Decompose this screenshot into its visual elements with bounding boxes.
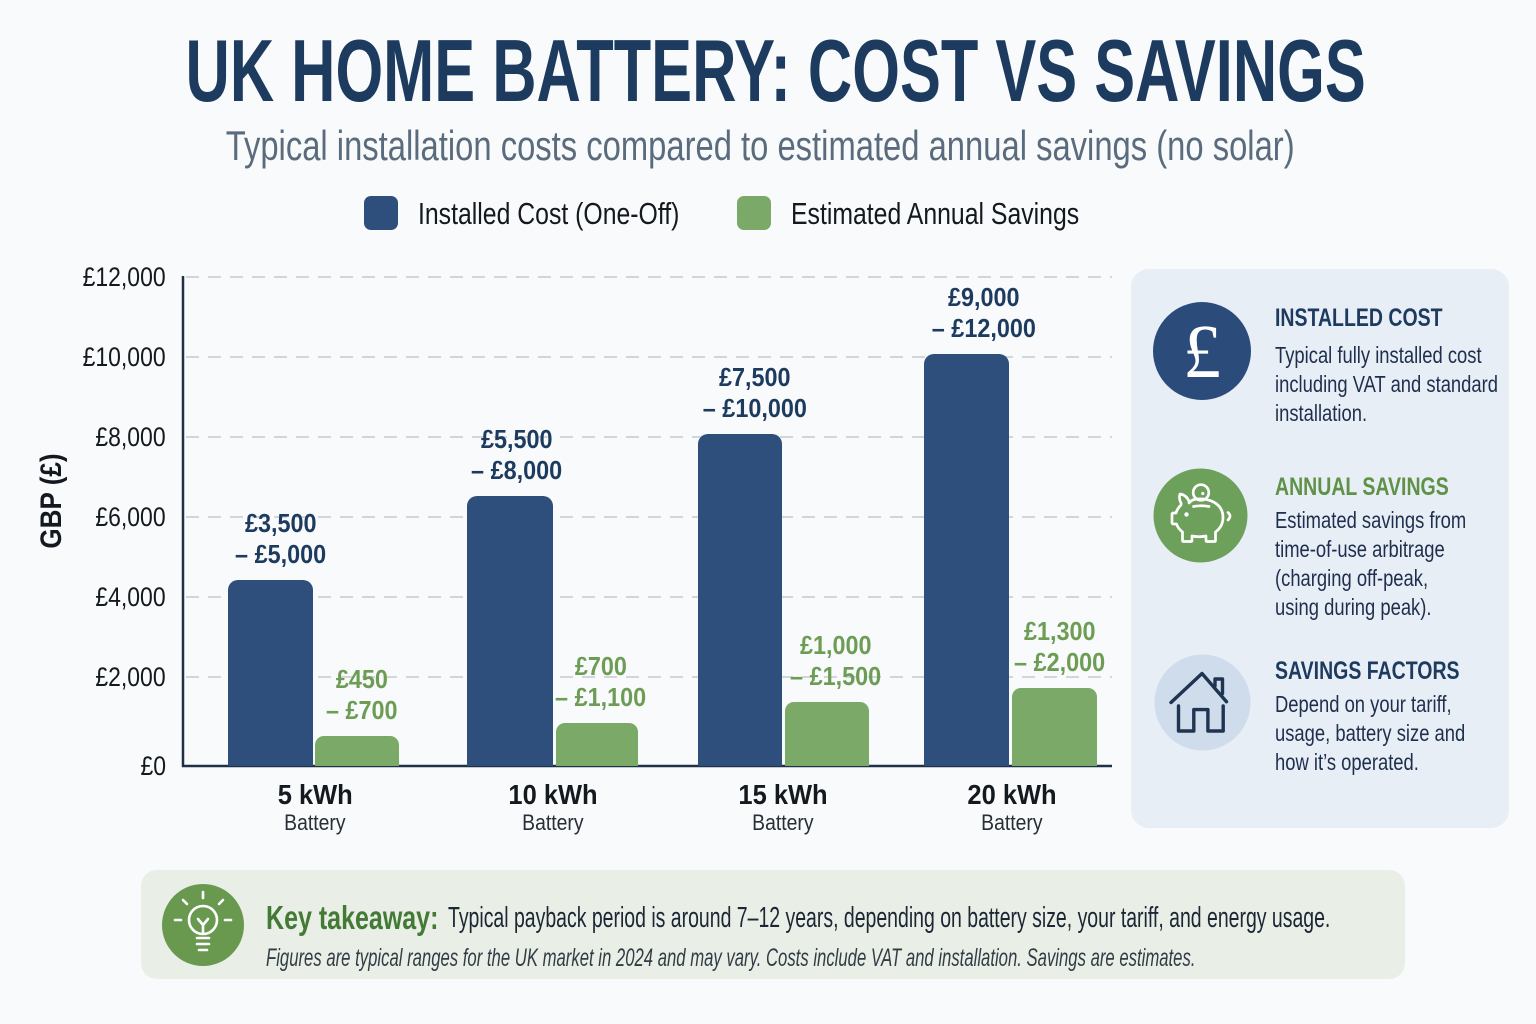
svg-text:£: £ — [1183, 310, 1221, 394]
